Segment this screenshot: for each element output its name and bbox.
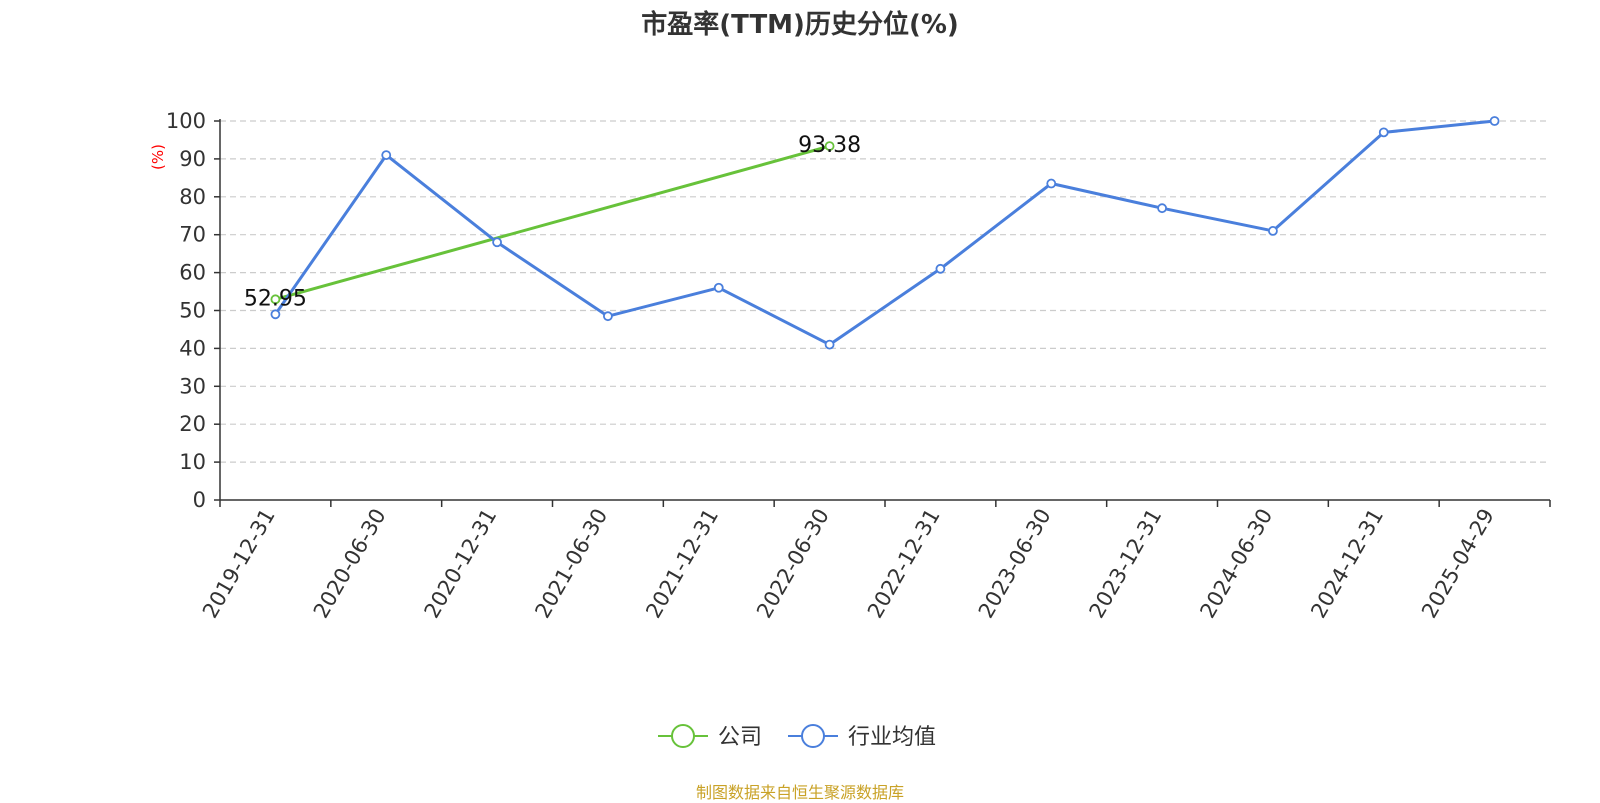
data-point[interactable] [1378, 127, 1389, 138]
data-labels: 52.95 93.38 [244, 133, 861, 311]
data-point[interactable] [713, 282, 724, 293]
source-note: 制图数据来自恒生聚源数据库 [695, 783, 904, 802]
y-axis-label: (%) [149, 144, 167, 170]
x-tick-label: 2023-06-30 [974, 505, 1056, 623]
data-point[interactable] [1489, 116, 1500, 126]
series-line [275, 144, 830, 301]
y-tick-label: 10 [179, 450, 206, 474]
legend-label[interactable]: 公司 [718, 725, 762, 750]
y-tick-label: 0 [193, 488, 206, 512]
axes: 0 10 20 30 40 50 60 70 80 90 100 (%) 2019-12-31 2020-… [149, 109, 1551, 623]
data-point[interactable] [824, 339, 835, 350]
x-tick-label: 2021-12-31 [641, 505, 723, 623]
x-tick-label: 2024-06-30 [1195, 505, 1277, 623]
y-tick-label: 60 [179, 261, 206, 285]
grid-lines [220, 120, 1550, 463]
y-tick-label: 80 [179, 185, 206, 209]
data-point[interactable] [1268, 226, 1278, 236]
legend-marker-circle[interactable] [801, 724, 825, 748]
series-line [274, 119, 1495, 347]
y-tick-label: 90 [179, 147, 206, 171]
chart-title: 市盈率(TTM)历史分位(%) [641, 10, 959, 40]
series-points [270, 116, 1500, 350]
data-point[interactable] [270, 294, 281, 305]
legend: 公司 行业均值 [658, 724, 936, 750]
x-tick-label: 2020-12-31 [420, 505, 502, 623]
data-point[interactable] [1157, 203, 1167, 214]
series-lines [274, 119, 1495, 347]
x-tick-label: 2019-12-31 [198, 505, 280, 623]
y-tick-label: 100 [166, 109, 206, 133]
y-tick-label: 20 [179, 412, 206, 436]
x-tick-label: 2024-12-31 [1306, 505, 1388, 623]
data-point[interactable] [935, 263, 946, 274]
data-label: 93.38 [798, 133, 861, 158]
y-tick-label: 30 [179, 374, 206, 398]
data-label: 52.95 [244, 286, 307, 311]
x-tick-label: 2025-04-29 [1417, 505, 1499, 623]
x-tick-label: 2020-06-30 [309, 505, 391, 623]
data-point[interactable] [492, 237, 502, 248]
legend-label[interactable]: 行业均值 [848, 725, 936, 750]
y-tick-label: 40 [179, 336, 206, 360]
x-tick-label: 2022-12-31 [863, 505, 945, 623]
data-point[interactable] [824, 141, 835, 151]
y-tick-label: 70 [179, 223, 206, 247]
x-tick-label: 2023-12-31 [1085, 505, 1167, 623]
y-tick-label: 50 [179, 299, 206, 323]
data-point[interactable] [603, 311, 613, 322]
x-tick-label: 2021-06-30 [530, 505, 612, 623]
legend-marker-circle[interactable] [671, 724, 695, 748]
x-tick-label: 2022-06-30 [752, 505, 834, 623]
data-point[interactable] [381, 150, 392, 161]
data-point[interactable] [1046, 178, 1057, 189]
data-point[interactable] [270, 309, 281, 320]
